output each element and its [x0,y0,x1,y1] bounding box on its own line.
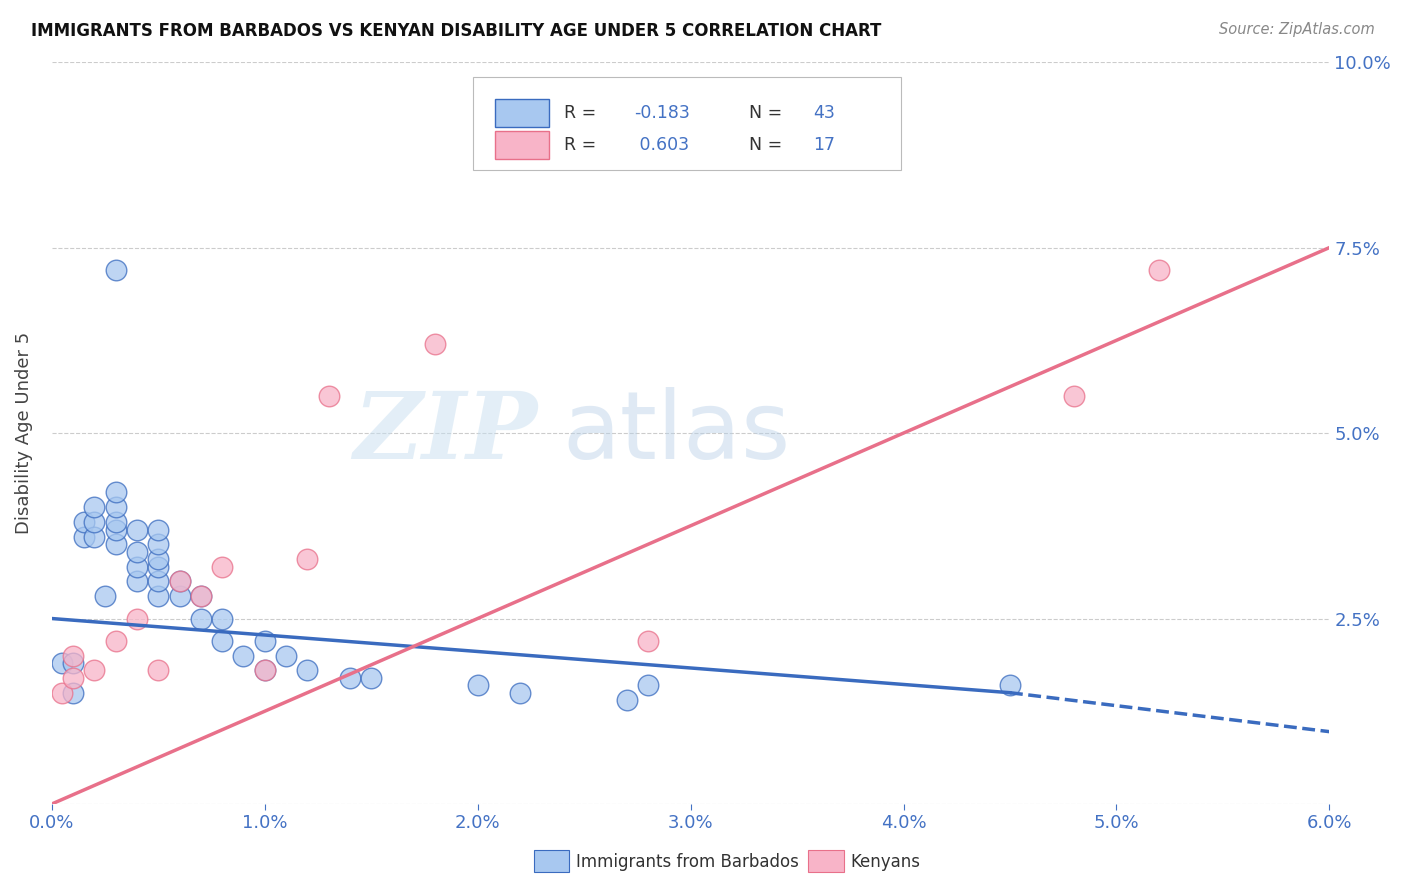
Point [1147,263,1170,277]
Point [148,589,170,603]
Text: 43: 43 [813,104,835,122]
Point [423,337,446,351]
Point [211,559,233,574]
Point [62,686,84,700]
Text: atlas: atlas [562,387,792,479]
Point [62,648,84,663]
Point [253,633,276,648]
Point [190,589,212,603]
Point [211,611,233,625]
Point [62,656,84,670]
Point [509,686,531,700]
Point [637,678,659,692]
Point [83,664,105,678]
Text: 0.603: 0.603 [634,136,689,154]
Point [253,664,276,678]
Text: ZIP: ZIP [353,388,537,478]
Point [51,686,73,700]
Point [125,574,148,589]
Text: -0.183: -0.183 [634,104,690,122]
Text: IMMIGRANTS FROM BARBADOS VS KENYAN DISABILITY AGE UNDER 5 CORRELATION CHART: IMMIGRANTS FROM BARBADOS VS KENYAN DISAB… [31,22,882,40]
Point [637,633,659,648]
Point [73,530,96,544]
Point [253,664,276,678]
Point [73,515,96,529]
Point [297,664,319,678]
Point [616,693,638,707]
Point [104,500,127,515]
Point [104,633,127,648]
Text: Kenyans: Kenyans [851,853,921,871]
Text: Immigrants from Barbados: Immigrants from Barbados [576,853,800,871]
Point [169,574,191,589]
Point [62,671,84,685]
Point [297,552,319,566]
Bar [495,131,548,160]
Text: 17: 17 [813,136,835,154]
Point [83,515,105,529]
Point [94,589,117,603]
FancyBboxPatch shape [474,77,901,169]
Point [83,500,105,515]
Point [51,656,73,670]
Text: Source: ZipAtlas.com: Source: ZipAtlas.com [1219,22,1375,37]
Point [318,389,340,403]
Point [169,589,191,603]
Point [83,530,105,544]
Point [148,559,170,574]
Point [467,678,489,692]
Point [125,611,148,625]
Point [104,515,127,529]
Bar [495,99,548,128]
Point [104,485,127,500]
Point [169,574,191,589]
Point [148,552,170,566]
Text: N =: N = [749,104,789,122]
Point [998,678,1021,692]
Point [232,648,254,663]
Point [104,523,127,537]
Point [148,523,170,537]
Point [104,537,127,551]
Text: R =: R = [564,136,602,154]
Point [125,523,148,537]
Point [125,559,148,574]
Point [211,633,233,648]
Point [148,664,170,678]
Point [148,574,170,589]
Point [148,537,170,551]
Y-axis label: Disability Age Under 5: Disability Age Under 5 [15,332,32,534]
Point [190,589,212,603]
Point [360,671,382,685]
Point [190,611,212,625]
Text: N =: N = [749,136,789,154]
Point [1063,389,1085,403]
Point [125,545,148,559]
Point [104,263,127,277]
Point [339,671,361,685]
Point [274,648,297,663]
Text: R =: R = [564,104,602,122]
